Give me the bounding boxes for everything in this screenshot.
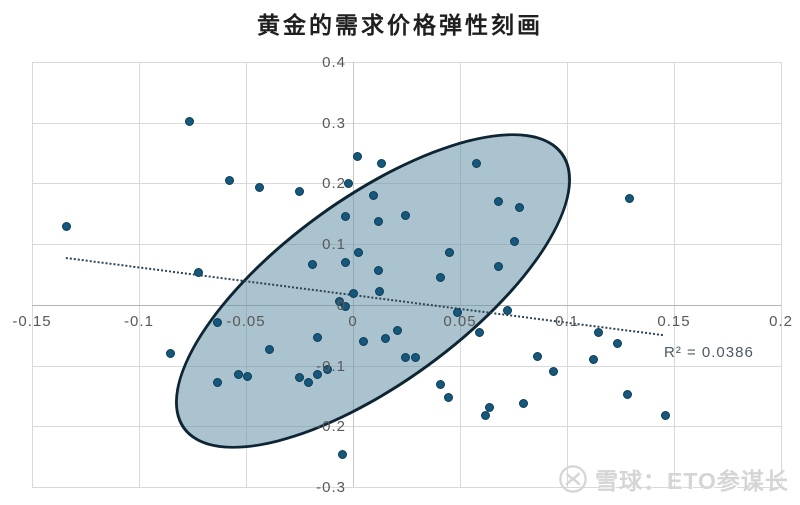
y-tick-label: 0.4 (322, 54, 346, 71)
data-point (400, 352, 410, 362)
data-point (308, 259, 318, 269)
data-point (373, 265, 383, 275)
data-point (341, 301, 351, 311)
data-point (353, 151, 363, 161)
gridline-horizontal (32, 122, 781, 124)
data-point (265, 344, 275, 354)
data-point (503, 305, 513, 315)
plot-area: -0.15 -0.1 -0.05 0 0.05 0.1 0.15 0.2 0.4 0.3 0.2 0.… (12, 54, 792, 505)
data-point (589, 354, 599, 364)
y-tick-label: -0.1 (316, 357, 346, 375)
data-point (443, 392, 453, 402)
gridline-horizontal (32, 62, 781, 63)
data-point (61, 221, 71, 231)
data-point (532, 351, 542, 361)
data-point (510, 236, 520, 246)
data-point (213, 377, 223, 387)
data-point (411, 352, 421, 362)
y-tick-label: 0.3 (322, 114, 346, 132)
data-point (213, 317, 223, 327)
data-point (613, 338, 623, 348)
y-tick-label: -0.3 (316, 479, 346, 496)
gridline-vertical (781, 62, 782, 487)
watermark-text: 雪球：ETO参谋长 (595, 468, 789, 494)
gridline-horizontal (32, 426, 781, 428)
data-point (184, 117, 194, 127)
chart-title: 黄金的需求价格弹性刻画 (257, 12, 543, 39)
data-point (481, 410, 491, 420)
y-tick-label: -0.2 (316, 418, 346, 436)
data-point (323, 364, 333, 374)
data-point (295, 372, 305, 382)
gridline-vertical (139, 62, 140, 487)
data-point (354, 247, 364, 257)
data-point (234, 369, 244, 379)
data-point (335, 296, 345, 306)
data-point (165, 348, 175, 358)
x-tick-label: -0.05 (226, 312, 266, 330)
data-point (515, 202, 525, 212)
xueqiu-logo-icon (559, 465, 587, 493)
x-tick-label: 0.1 (555, 312, 579, 330)
y-tick-label: 0.1 (322, 236, 346, 254)
data-point (337, 449, 347, 459)
data-point (549, 366, 559, 376)
data-point (376, 158, 386, 168)
data-point (493, 261, 503, 271)
data-point (471, 158, 481, 168)
data-point (312, 369, 322, 379)
data-point (341, 257, 351, 267)
data-point (400, 210, 410, 220)
data-point (295, 186, 305, 196)
data-point (304, 377, 314, 387)
data-point (436, 272, 446, 282)
data-point (452, 307, 462, 317)
data-point (493, 196, 503, 206)
data-point (373, 216, 383, 226)
data-point (344, 178, 354, 188)
data-point (255, 182, 265, 192)
gridline-horizontal (32, 487, 781, 488)
gridline-vertical (32, 62, 33, 487)
data-point (369, 190, 379, 200)
data-point (474, 327, 484, 337)
r-squared-label: R² = 0.0386 (664, 344, 754, 361)
x-tick-label: 0.05 (443, 312, 477, 330)
x-tick-label: -0.1 (124, 312, 154, 330)
watermark: 雪球：ETO参谋长 (558, 462, 789, 496)
data-point (194, 267, 204, 277)
data-point (312, 332, 322, 342)
data-point (593, 327, 603, 337)
x-tick-label: 0.15 (657, 312, 691, 330)
data-point (660, 410, 670, 420)
x-tick-label: 0.2 (769, 312, 793, 330)
data-point (375, 286, 385, 296)
data-point (348, 288, 358, 298)
y-tick-label: 0.2 (322, 175, 346, 193)
data-point (243, 371, 253, 381)
data-point (519, 398, 529, 408)
x-tick-label: -0.15 (12, 312, 52, 330)
data-point (484, 402, 494, 412)
data-point (624, 193, 634, 203)
data-point (393, 325, 403, 335)
confidence-ellipse (127, 76, 619, 505)
data-point (224, 175, 234, 185)
x-tick-label: 0 (348, 312, 358, 330)
data-point (444, 247, 454, 257)
y-tick-label: 0 (336, 296, 346, 314)
data-point (623, 389, 633, 399)
gridline-vertical (567, 62, 568, 487)
gridline-vertical (674, 62, 675, 487)
data-point (381, 333, 391, 343)
data-point (340, 211, 350, 221)
data-point (436, 379, 446, 389)
data-point (358, 336, 368, 346)
